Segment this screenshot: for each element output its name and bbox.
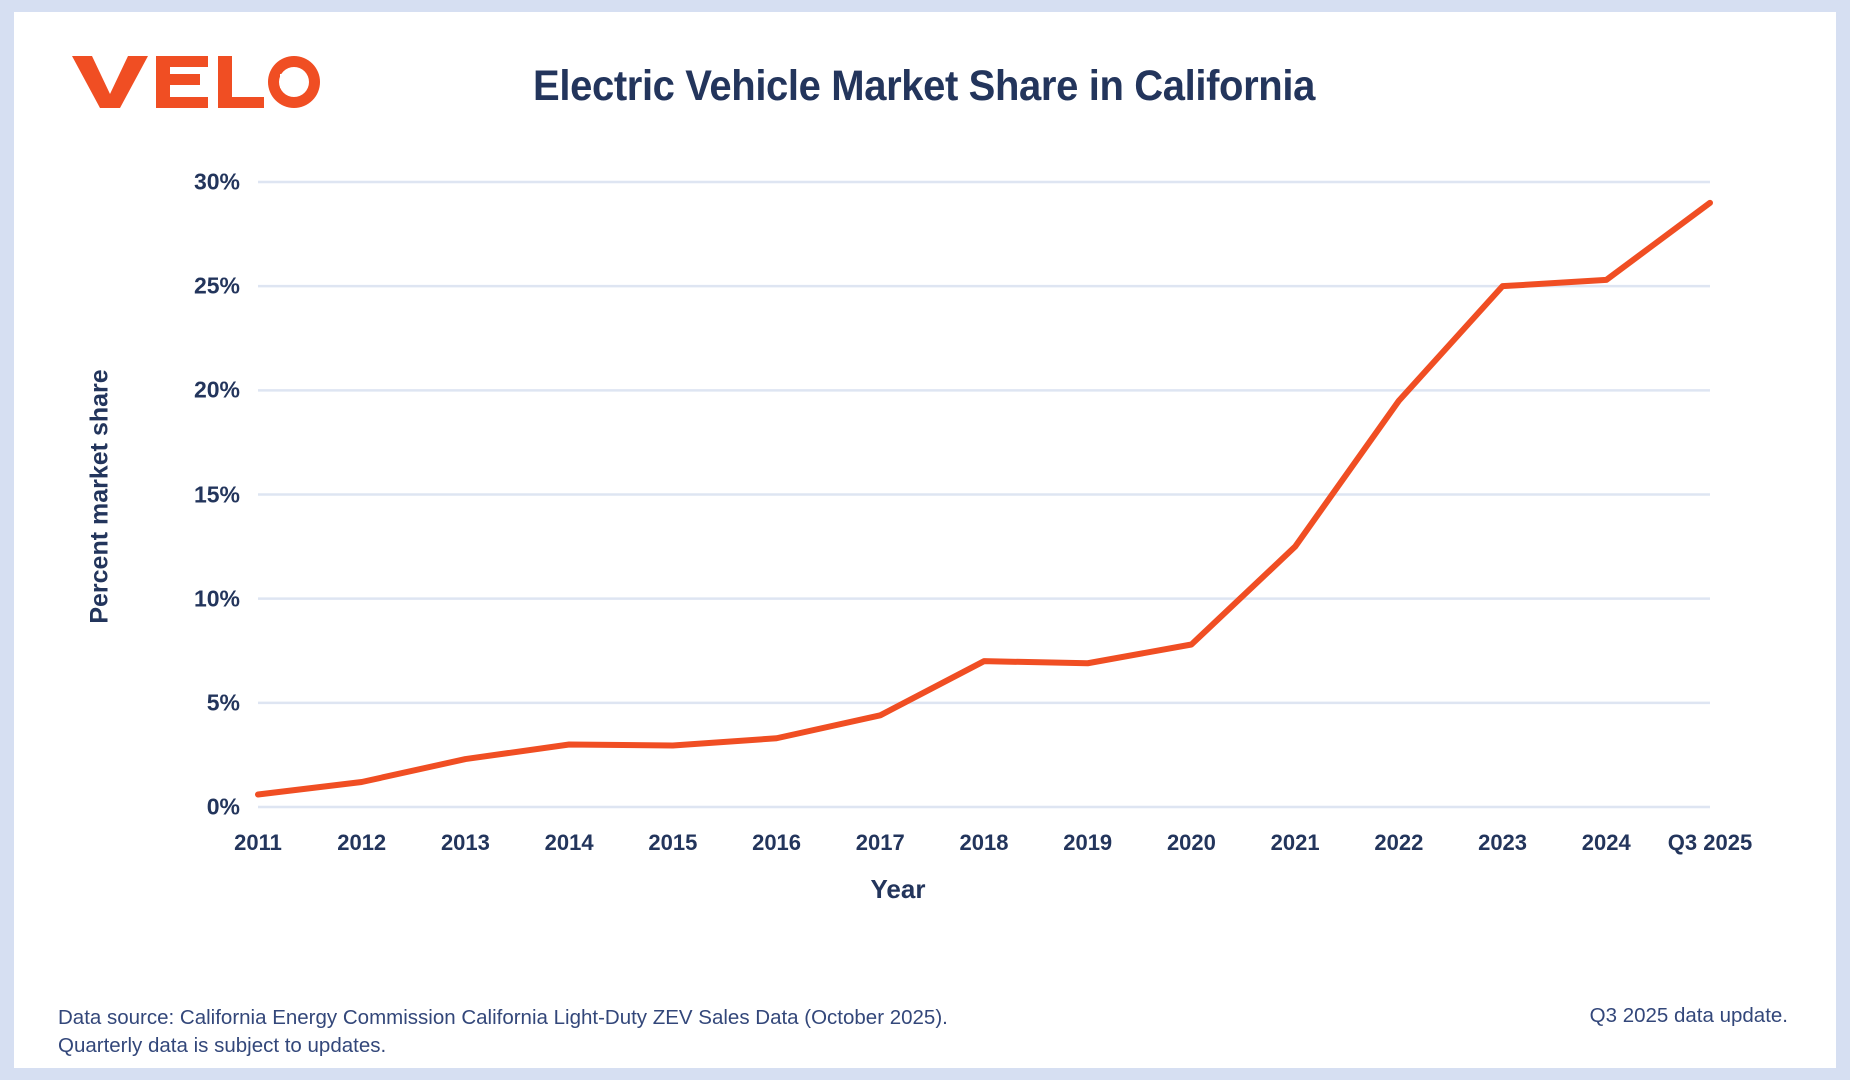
chart-card: R Electric Vehicle Market Share in Calif… [14, 12, 1836, 1068]
market-share-line [255, 199, 1713, 798]
x-tick-label-Q3-2025: Q3 2025 [1667, 830, 1753, 855]
x-tick-label-2017: 2017 [855, 830, 905, 855]
x-tick-label-2024: 2024 [1581, 830, 1631, 855]
x-tick-label-2012: 2012 [337, 830, 387, 855]
y-tick-label: 25% [193, 272, 240, 299]
gridlines [258, 180, 1710, 809]
y-tick-label: 15% [193, 481, 240, 507]
x-tick-label-2016: 2016 [752, 830, 802, 855]
x-tick-label-2020: 2020 [1166, 830, 1216, 855]
x-tick-label-2011: 2011 [234, 830, 282, 855]
x-tick-label-2022: 2022 [1374, 830, 1424, 855]
chart-plot-area: 0% 5% 10% 15% 20% 25% 30% 2011 2012 2013 2014 2015… [14, 12, 1836, 1068]
page-title: Electric Vehicle Market Share in Califor… [533, 62, 1315, 110]
chart-svg [255, 180, 1713, 809]
y-axis-title: Percent market share [85, 369, 114, 624]
y-tick-label: 30% [193, 168, 240, 195]
footer-source: Data source: California Energy Commissio… [58, 1004, 948, 1060]
y-tick-label: 10% [193, 585, 240, 612]
y-tick-label: 0% [206, 793, 240, 820]
x-tick-label-2013: 2013 [440, 830, 490, 855]
y-tick-label: 20% [193, 376, 240, 403]
x-tick-label-2018: 2018 [959, 830, 1009, 855]
y-tick-label: 5% [206, 689, 240, 716]
x-tick-label-2019: 2019 [1063, 830, 1113, 855]
footer-source-line-1: Data source: California Energy Commissio… [58, 1006, 948, 1029]
x-tick-label-2021: 2021 [1270, 830, 1320, 855]
x-axis-title: Year [870, 874, 926, 904]
x-tick-label-2023: 2023 [1478, 830, 1528, 855]
footer-source-line-2: Quarterly data is subject to updates. [58, 1034, 387, 1057]
x-tick-label-2015: 2015 [648, 830, 698, 855]
x-tick-label-2014: 2014 [544, 830, 594, 855]
footer-note: Q3 2025 data update. [1589, 1004, 1788, 1027]
